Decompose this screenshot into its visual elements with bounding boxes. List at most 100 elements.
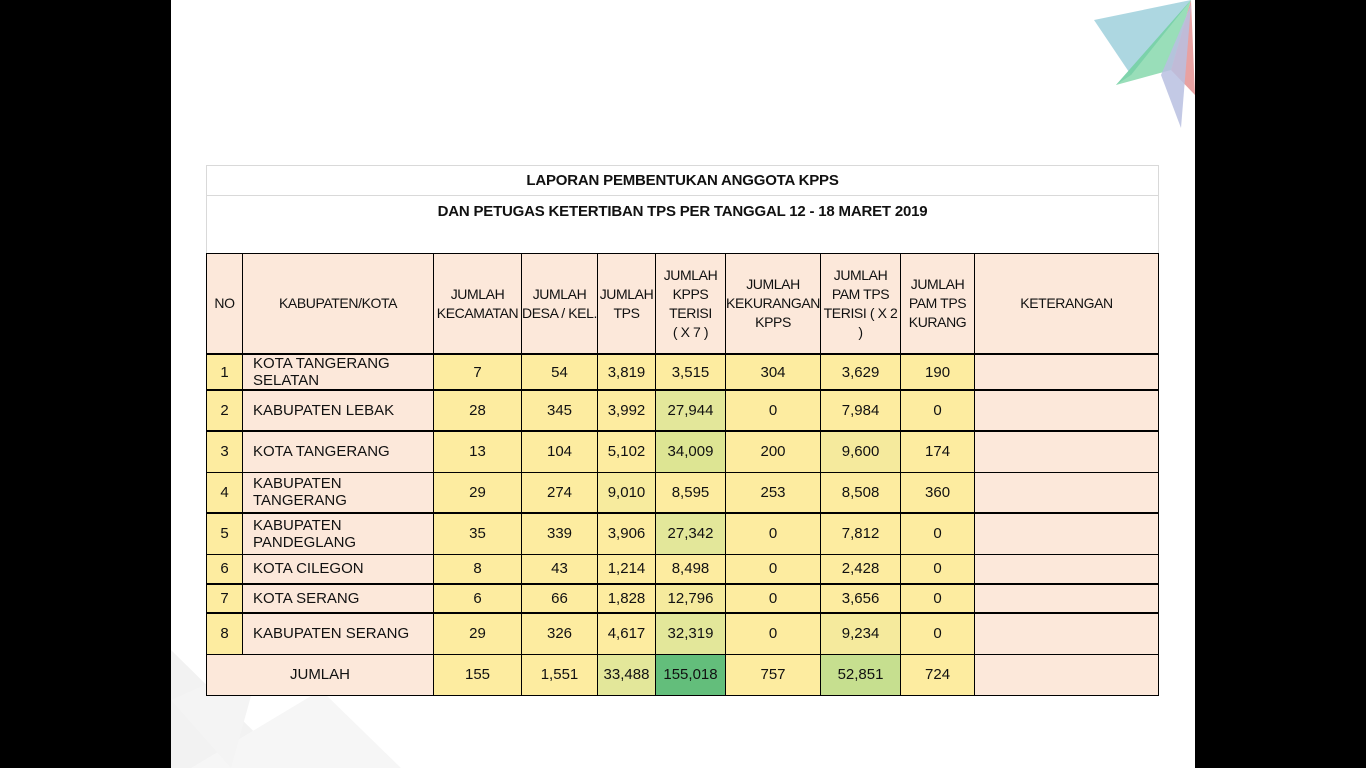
total-kpps-terisi: 155,018 [655,653,726,696]
cell-kekurangan-kpps: 304 [724,353,822,390]
cell-pam-tps-kurang: 0 [900,583,976,613]
cell-keterangan [974,353,1160,390]
header-keterangan: KETERANGAN [974,253,1160,355]
total-desa: 1,551 [521,653,598,696]
cell-desa: 43 [521,553,598,584]
header-pam-tps-terisi: JUMLAH PAM TPS TERISI ( X 2 ) [820,253,902,355]
cell-desa: 339 [521,512,598,554]
presentation-slide: LAPORAN PEMBENTUKAN ANGGOTA KPPS DAN PET… [171,0,1195,768]
total-keterangan [974,653,1160,696]
cell-keterangan [974,430,1160,472]
cell-kekurangan-kpps: 0 [724,583,822,613]
cell-pam-tps-terisi: 7,984 [820,389,902,431]
cell-tps: 1,214 [597,553,656,584]
cell-pam-tps-terisi: 7,812 [820,512,902,554]
cell-pam-tps-terisi: 3,656 [820,583,902,613]
table-header-row: NO KABUPATEN/KOTA JUMLAH KECAMATAN JUMLA… [206,253,1160,355]
cell-no: 6 [206,553,243,584]
cell-kecamatan: 29 [433,612,522,654]
header-kpps-terisi: JUMLAH KPPS TERISI ( X 7 ) [655,253,726,355]
cell-keterangan [974,553,1160,584]
cell-keterangan [974,612,1160,654]
cell-tps: 3,906 [597,512,656,554]
cell-pam-tps-terisi: 3,629 [820,353,902,390]
cell-desa: 66 [521,583,598,613]
cell-kpps-terisi: 3,515 [655,353,726,390]
cell-no: 5 [206,512,243,554]
total-pam-tps-terisi: 52,851 [820,653,902,696]
cell-desa: 345 [521,389,598,431]
cell-keterangan [974,471,1160,513]
cell-pam-tps-kurang: 0 [900,389,976,431]
cell-desa: 104 [521,430,598,472]
cell-kecamatan: 35 [433,512,522,554]
report-subtitle: DAN PETUGAS KETERTIBAN TPS PER TANGGAL 1… [205,195,1160,254]
cell-tps: 1,828 [597,583,656,613]
cell-keterangan [974,583,1160,613]
cell-keterangan [974,512,1160,554]
total-kecamatan: 155 [433,653,522,696]
cell-kpps-terisi: 32,319 [655,612,726,654]
table-row: 6 KOTA CILEGON 8 43 1,214 8,498 0 2,428 … [206,553,1160,584]
table-row: 4 KABUPATEN TANGERANG 29 274 9,010 8,595… [206,471,1160,513]
cell-desa: 326 [521,612,598,654]
cell-no: 1 [206,353,243,390]
cell-kekurangan-kpps: 200 [724,430,822,472]
table-row: 5 KABUPATEN PANDEGLANG 35 339 3,906 27,3… [206,512,1160,554]
total-tps: 33,488 [597,653,656,696]
cell-kpps-terisi: 27,342 [655,512,726,554]
cell-kpps-terisi: 12,796 [655,583,726,613]
cell-kekurangan-kpps: 0 [724,553,822,584]
cell-pam-tps-terisi: 8,508 [820,471,902,513]
cell-kpps-terisi: 8,595 [655,471,726,513]
cell-tps: 3,819 [597,353,656,390]
report-title: LAPORAN PEMBENTUKAN ANGGOTA KPPS [205,165,1160,196]
kpps-report-table: LAPORAN PEMBENTUKAN ANGGOTA KPPS DAN PET… [205,165,1160,696]
cell-desa: 54 [521,353,598,390]
cell-name: KABUPATEN SERANG [242,612,434,654]
cell-pam-tps-kurang: 0 [900,553,976,584]
cell-kpps-terisi: 8,498 [655,553,726,584]
cell-pam-tps-kurang: 0 [900,612,976,654]
cell-name: KOTA CILEGON [242,553,434,584]
header-kecamatan: JUMLAH KECAMATAN [433,253,522,355]
header-no: NO [206,253,243,355]
cell-name: KABUPATEN TANGERANG [242,471,434,513]
cell-name: KOTA TANGERANG SELATAN [242,353,434,390]
cell-name: KABUPATEN LEBAK [242,389,434,431]
total-label: JUMLAH [206,653,434,696]
cell-kecamatan: 8 [433,553,522,584]
cell-no: 2 [206,389,243,431]
table-row: 2 KABUPATEN LEBAK 28 345 3,992 27,944 0 … [206,389,1160,431]
header-kabupaten-kota: KABUPATEN/KOTA [242,253,434,355]
cell-pam-tps-kurang: 360 [900,471,976,513]
cell-no: 7 [206,583,243,613]
cell-pam-tps-terisi: 9,600 [820,430,902,472]
cell-kpps-terisi: 27,944 [655,389,726,431]
header-pam-tps-kurang: JUMLAH PAM TPS KURANG [900,253,976,355]
cell-kecamatan: 29 [433,471,522,513]
cell-tps: 4,617 [597,612,656,654]
cell-kekurangan-kpps: 0 [724,512,822,554]
total-kekurangan-kpps: 757 [724,653,822,696]
cell-pam-tps-terisi: 9,234 [820,612,902,654]
cell-kekurangan-kpps: 0 [724,612,822,654]
cell-no: 4 [206,471,243,513]
cell-kekurangan-kpps: 0 [724,389,822,431]
table-row: 3 KOTA TANGERANG 13 104 5,102 34,009 200… [206,430,1160,472]
cell-pam-tps-kurang: 174 [900,430,976,472]
table-row: 1 KOTA TANGERANG SELATAN 7 54 3,819 3,51… [206,353,1160,390]
cell-tps: 5,102 [597,430,656,472]
header-tps: JUMLAH TPS [597,253,656,355]
cell-pam-tps-kurang: 0 [900,512,976,554]
cell-no: 8 [206,612,243,654]
cell-kecamatan: 6 [433,583,522,613]
cell-pam-tps-kurang: 190 [900,353,976,390]
total-pam-tps-kurang: 724 [900,653,976,696]
table-row: 7 KOTA SERANG 6 66 1,828 12,796 0 3,656 … [206,583,1160,613]
cell-tps: 9,010 [597,471,656,513]
cell-no: 3 [206,430,243,472]
cell-pam-tps-terisi: 2,428 [820,553,902,584]
cell-name: KOTA SERANG [242,583,434,613]
cell-keterangan [974,389,1160,431]
